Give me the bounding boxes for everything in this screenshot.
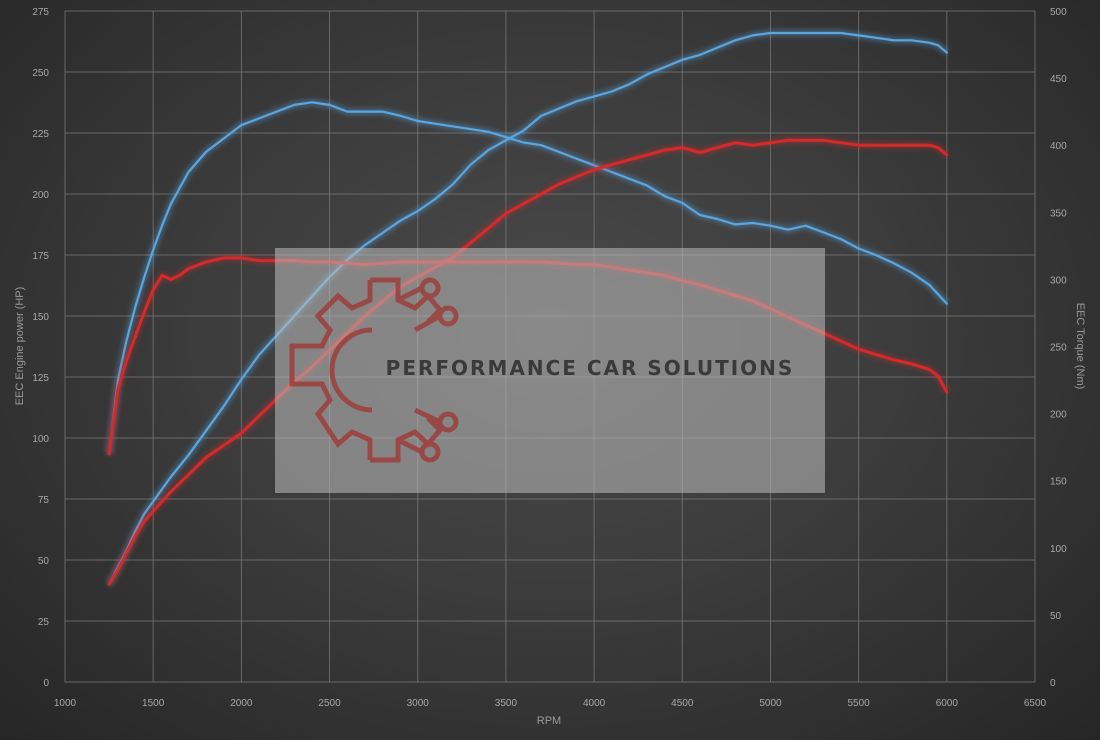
- y-right-tick-label: 250: [1050, 343, 1067, 354]
- y-right-tick-label: 500: [1050, 7, 1067, 18]
- x-tick-label: 5000: [759, 698, 782, 709]
- x-axis-title: RPM: [537, 715, 561, 727]
- y-axis-right-title: EEC Torque (Nm): [1074, 303, 1086, 390]
- y-left-tick-label: 225: [32, 129, 49, 140]
- y-right-tick-label: 200: [1050, 410, 1067, 421]
- watermark: PERFORMANCE CAR SOLUTIONS: [275, 248, 825, 493]
- y-right-tick-label: 100: [1050, 544, 1067, 555]
- x-tick-label: 3000: [407, 698, 430, 709]
- y-left-tick-label: 125: [32, 373, 49, 384]
- y-right-tick-label: 450: [1050, 74, 1067, 85]
- y-right-tick-label: 400: [1050, 141, 1067, 152]
- y-left-tick-label: 75: [38, 495, 50, 506]
- x-tick-label: 6500: [1024, 698, 1047, 709]
- x-tick-label: 4000: [583, 698, 606, 709]
- y-left-tick-label: 175: [32, 251, 49, 262]
- y-right-tick-label: 300: [1050, 275, 1067, 286]
- x-tick-label: 4500: [671, 698, 694, 709]
- series-line-red-left: [107, 138, 949, 586]
- x-tick-label: 1000: [54, 698, 77, 709]
- x-tick-label: 2000: [230, 698, 253, 709]
- y-right-tick-label: 150: [1050, 477, 1067, 488]
- gear-logo-icon: [289, 277, 459, 463]
- y-left-tick-label: 100: [32, 434, 49, 445]
- y-left-tick-label: 25: [38, 617, 50, 628]
- y-left-tick-label: 275: [32, 7, 49, 18]
- series-line-blue-right: [108, 101, 948, 455]
- y-left-tick-label: 0: [43, 678, 49, 689]
- y-right-tick-label: 350: [1050, 208, 1067, 219]
- y-left-tick-label: 200: [32, 190, 49, 201]
- watermark-panel: [275, 248, 825, 493]
- axis-ticks: 1000 1500 2000 2500 3000 3500 4000 4500 5000 5500…: [32, 7, 1067, 709]
- y-left-tick-label: 250: [32, 68, 49, 79]
- series-line-blue-left: [108, 31, 948, 586]
- x-tick-label: 2500: [318, 698, 341, 709]
- y-axis-left-title: EEC Engine power (HP): [14, 287, 26, 406]
- x-tick-label: 1500: [142, 698, 165, 709]
- y-right-tick-label: 0: [1050, 678, 1056, 689]
- y-left-tick-label: 150: [32, 312, 49, 323]
- x-tick-label: 5500: [848, 698, 871, 709]
- x-tick-label: 3500: [495, 698, 518, 709]
- y-right-tick-label: 50: [1050, 611, 1062, 622]
- y-left-tick-label: 50: [38, 556, 50, 567]
- watermark-text: PERFORMANCE CAR SOLUTIONS: [386, 356, 795, 380]
- x-tick-label: 6000: [936, 698, 959, 709]
